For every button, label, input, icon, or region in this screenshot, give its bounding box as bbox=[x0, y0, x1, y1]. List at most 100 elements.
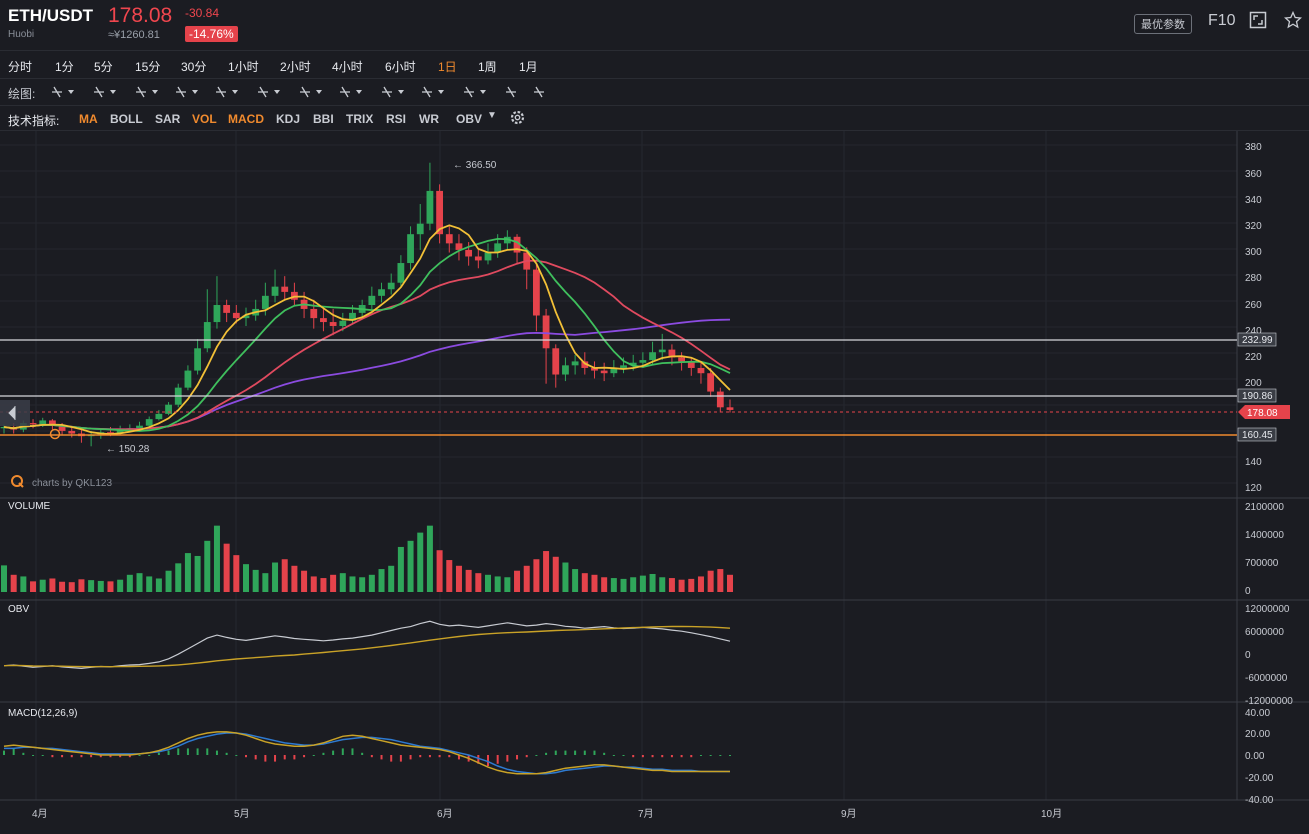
indicator-rsi[interactable]: RSI bbox=[386, 112, 407, 126]
pen-tool-icon[interactable] bbox=[94, 86, 116, 98]
candle-body bbox=[533, 269, 540, 316]
ma10-line bbox=[3, 237, 731, 432]
volume-bar bbox=[533, 559, 540, 592]
volume-bar bbox=[417, 532, 424, 592]
arrow-tool-icon[interactable] bbox=[382, 86, 404, 98]
candle-body bbox=[484, 252, 492, 261]
timeframe-tab[interactable]: 1月 bbox=[519, 60, 538, 74]
volume-bar bbox=[213, 525, 220, 592]
indicator-bbi[interactable]: BBI bbox=[313, 112, 334, 126]
volume-bar bbox=[175, 563, 182, 592]
macd-histogram-bar bbox=[12, 748, 15, 755]
macd-histogram-bar bbox=[196, 748, 199, 755]
path-tool-icon[interactable] bbox=[216, 86, 238, 98]
obv-axis-label: 0 bbox=[1245, 650, 1251, 661]
macd-histogram-bar bbox=[283, 755, 286, 760]
timeframe-tab[interactable]: 15分 bbox=[135, 60, 161, 74]
timeframe-tab[interactable]: 1周 bbox=[478, 60, 497, 74]
f10-button[interactable]: F10 bbox=[1208, 12, 1236, 29]
obv-pane-label: OBV bbox=[8, 604, 29, 615]
gear-icon[interactable] bbox=[509, 109, 526, 126]
volume-bar bbox=[39, 579, 46, 592]
macd-histogram-bar bbox=[312, 755, 315, 756]
candle-body bbox=[49, 420, 56, 426]
macd-histogram-bar bbox=[670, 755, 673, 758]
fullscreen-icon[interactable] bbox=[1249, 11, 1267, 34]
volume-bar bbox=[272, 562, 279, 592]
measure-tool-icon[interactable] bbox=[422, 86, 444, 98]
indicator-obv[interactable]: OBV bbox=[456, 112, 483, 126]
timeframe-tab[interactable]: 4小时 bbox=[332, 60, 363, 74]
macd-dea-line bbox=[4, 732, 730, 775]
text-tool-icon[interactable] bbox=[300, 86, 322, 98]
macd-histogram-bar bbox=[380, 755, 383, 760]
timeframe-tab[interactable]: 6小时 bbox=[385, 60, 416, 74]
watermark: charts by QKL123 bbox=[32, 478, 112, 489]
macd-histogram-bar bbox=[719, 755, 722, 756]
macd-histogram-bar bbox=[583, 750, 586, 755]
price-axis-label: 120 bbox=[1245, 483, 1262, 494]
timeframe-tab[interactable]: 1小时 bbox=[228, 60, 259, 74]
exchange-name: Huobi bbox=[8, 29, 35, 40]
volume-axis: 2100000 1400000 700000 0 bbox=[1245, 502, 1284, 597]
volume-bar bbox=[639, 575, 646, 592]
indicator-vol[interactable]: VOL bbox=[192, 112, 217, 126]
indicator-wr[interactable]: WR bbox=[419, 112, 439, 126]
star-icon[interactable] bbox=[1283, 10, 1303, 34]
volume-bar bbox=[697, 576, 704, 592]
timeframe-tab[interactable]: 5分 bbox=[94, 60, 113, 74]
candle-body bbox=[29, 423, 37, 425]
note-tool-icon[interactable] bbox=[464, 86, 486, 98]
volume-bar bbox=[155, 578, 162, 592]
indicator-trix[interactable]: TRIX bbox=[346, 112, 374, 126]
timeframe-tab[interactable]: 分时 bbox=[8, 60, 33, 74]
symbol-name[interactable]: ETH/USDT bbox=[8, 6, 93, 25]
macd-histogram-bar bbox=[351, 748, 354, 755]
macd-series bbox=[3, 731, 731, 775]
pattern-tool-icon[interactable] bbox=[258, 86, 280, 98]
macd-histogram-bar bbox=[186, 748, 189, 755]
indicator-boll[interactable]: BOLL bbox=[110, 112, 143, 126]
volume-bar bbox=[562, 562, 569, 592]
moving-average-lines bbox=[3, 224, 731, 436]
chart-settings-icon[interactable] bbox=[506, 86, 516, 98]
timeframe-tab[interactable]: 1分 bbox=[55, 60, 74, 74]
indicator-kdj[interactable]: KDJ bbox=[276, 112, 301, 126]
macd-histogram-bar bbox=[119, 755, 122, 758]
volume-axis-label: 700000 bbox=[1245, 558, 1279, 569]
line-tool-icon[interactable] bbox=[52, 86, 74, 98]
macd-histogram-bar bbox=[245, 755, 247, 758]
volume-bar bbox=[204, 540, 211, 592]
timeframe-tab-active[interactable]: 1日 bbox=[438, 60, 457, 74]
best-params-button[interactable]: 最优参数 bbox=[1134, 14, 1192, 34]
obv-axis-label: 12000000 bbox=[1245, 604, 1290, 615]
candle-body bbox=[552, 348, 560, 375]
indicator-sar[interactable]: SAR bbox=[155, 112, 181, 126]
indicator-ma[interactable]: MA bbox=[79, 112, 98, 126]
channel-tool-icon[interactable] bbox=[340, 86, 362, 98]
volume-bar bbox=[194, 555, 201, 592]
candle-body bbox=[281, 286, 289, 292]
timeframe-tab[interactable]: 2小时 bbox=[280, 60, 311, 74]
chevron-down-icon[interactable]: ▼ bbox=[487, 110, 497, 121]
volume-bar bbox=[126, 574, 133, 592]
obv-lines bbox=[3, 620, 731, 670]
candle-body bbox=[310, 308, 318, 319]
candle-body bbox=[726, 407, 734, 410]
price-chart[interactable]: 380 360 340 320 300 280 260 240 220 200 … bbox=[0, 130, 1309, 834]
trash-icon[interactable] bbox=[534, 86, 544, 98]
time-axis-label: 9月 bbox=[841, 808, 857, 820]
obv-axis-label: -12000000 bbox=[1245, 696, 1293, 707]
volume-bar bbox=[291, 565, 298, 592]
indicator-macd[interactable]: MACD bbox=[228, 112, 264, 126]
price-axis-label: 320 bbox=[1245, 221, 1262, 232]
volume-bar bbox=[668, 578, 675, 592]
candle-body bbox=[271, 286, 279, 296]
macd-histogram-bar bbox=[322, 752, 325, 755]
macd-histogram-bar bbox=[603, 752, 606, 755]
timeframe-tab[interactable]: 30分 bbox=[181, 60, 207, 74]
macd-histogram-bar bbox=[622, 755, 625, 756]
macd-histogram-bar bbox=[22, 752, 25, 755]
shape-tool-icon[interactable] bbox=[176, 86, 198, 98]
fib-tool-icon[interactable] bbox=[136, 86, 158, 98]
